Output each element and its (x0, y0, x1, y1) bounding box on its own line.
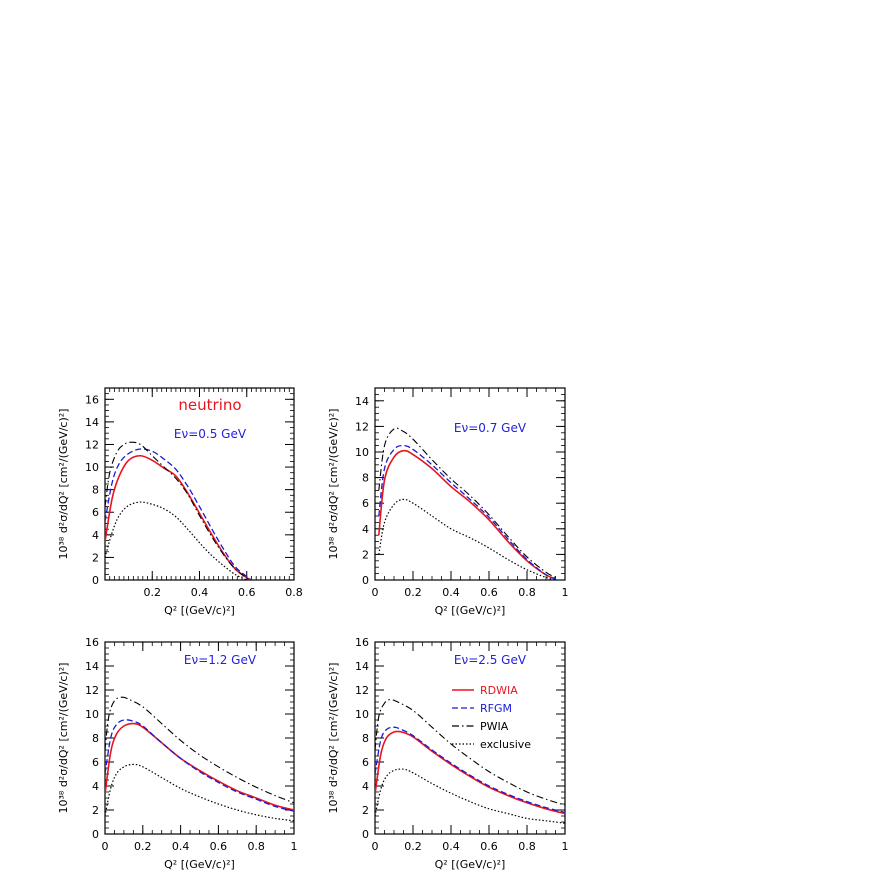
series-line-rdwia (375, 730, 565, 815)
y-axis-title: 10³⁸ d²σ/dQ² [cm²/(GeV/c)²] (327, 409, 340, 560)
y-tick-label: 12 (85, 438, 99, 451)
y-tick-label: 0 (92, 828, 99, 841)
x-tick-label: 0.8 (518, 586, 536, 599)
y-tick-label: 14 (355, 395, 369, 408)
x-axis-title: Q² [(GeV/c)²] (435, 858, 506, 871)
x-tick-label: 1 (291, 840, 298, 853)
series-line-rdwia (378, 449, 556, 580)
y-tick-label: 12 (355, 420, 369, 433)
y-tick-label: 16 (85, 393, 99, 406)
y-tick-label: 2 (92, 551, 99, 564)
series-line-rdwia (105, 454, 252, 580)
y-tick-label: 16 (355, 636, 369, 649)
y-tick-label: 10 (355, 708, 369, 721)
series-line-rdwia (105, 722, 294, 811)
y-tick-label: 2 (362, 804, 369, 817)
x-tick-label: 0.8 (247, 840, 265, 853)
legend-label-rdwia: RDWIA (480, 684, 518, 697)
series-line-rfgm (375, 726, 565, 814)
y-tick-label: 10 (85, 708, 99, 721)
y-tick-label: 16 (85, 636, 99, 649)
y-tick-label: 0 (362, 828, 369, 841)
x-axis-title: Q² [(GeV/c)²] (164, 604, 235, 617)
y-tick-label: 8 (362, 732, 369, 745)
series-line-exclusive (375, 768, 565, 824)
y-tick-label: 6 (92, 756, 99, 769)
x-axis-title: Q² [(GeV/c)²] (164, 858, 235, 871)
y-tick-label: 4 (362, 523, 369, 536)
legend: RDWIA RFGM PWIA exclusive (452, 684, 531, 751)
annotation-energy: Eν=0.7 GeV (454, 421, 527, 435)
annotation-energy: Eν=1.2 GeV (184, 653, 257, 667)
x-tick-label: 0.8 (518, 840, 536, 853)
x-tick-label: 1 (562, 586, 569, 599)
y-tick-label: 2 (362, 548, 369, 561)
y-tick-label: 6 (362, 756, 369, 769)
series-line-rfgm (105, 719, 294, 812)
x-tick-label: 0.2 (404, 840, 422, 853)
series-line-exclusive (105, 501, 248, 580)
y-axis-title: 10³⁸ d²σ/dQ² [cm²/(GeV/c)²] (57, 663, 70, 814)
x-tick-label: 0.4 (442, 840, 460, 853)
series-line-exclusive (105, 763, 294, 822)
series-line-pwia (105, 441, 252, 580)
y-tick-label: 8 (92, 732, 99, 745)
series-line-exclusive (378, 498, 556, 580)
x-tick-label: 0.2 (144, 586, 162, 599)
panel-top-left: 0.2 0.4 0.6 0.8 0 2 4 6 8 10 12 14 16 Q² [(GeV/c)²] 10… (57, 387, 303, 617)
x-tick-label: 0.8 (285, 586, 303, 599)
annotation-energy: Eν=0.5 GeV (174, 427, 247, 441)
x-tick-label: 0.2 (134, 840, 152, 853)
legend-label-rfgm: RFGM (480, 702, 512, 715)
x-tick-label: 0.6 (210, 840, 228, 853)
x-axis-title: Q² [(GeV/c)²] (435, 604, 506, 617)
series-line-rfgm (378, 444, 556, 580)
y-tick-label: 8 (362, 472, 369, 485)
series-line-pwia (105, 696, 294, 804)
x-tick-label: 0.4 (172, 840, 190, 853)
y-tick-label: 6 (92, 506, 99, 519)
series-line-pwia (378, 427, 556, 578)
series-line-pwia (375, 699, 565, 806)
y-tick-label: 8 (92, 484, 99, 497)
x-tick-label: 0.4 (442, 586, 460, 599)
y-tick-label: 2 (92, 804, 99, 817)
x-tick-label: 0.2 (404, 586, 422, 599)
plot-frame (104, 641, 295, 835)
x-tick-label: 0 (372, 840, 379, 853)
plot-frame (104, 387, 295, 581)
y-tick-label: 4 (92, 529, 99, 542)
y-tick-label: 12 (85, 684, 99, 697)
y-tick-label: 4 (362, 780, 369, 793)
y-tick-label: 0 (362, 574, 369, 587)
x-tick-label: 1 (562, 840, 569, 853)
series-line-rfgm (105, 448, 252, 580)
annotation-energy: Eν=2.5 GeV (454, 653, 527, 667)
y-tick-label: 14 (85, 416, 99, 429)
x-tick-label: 0 (102, 840, 109, 853)
legend-label-pwia: PWIA (480, 720, 509, 733)
y-axis-title: 10³⁸ d²σ/dQ² [cm²/(GeV/c)²] (57, 409, 70, 560)
y-tick-label: 12 (355, 684, 369, 697)
y-axis-title: 10³⁸ d²σ/dQ² [cm²/(GeV/c)²] (327, 663, 340, 814)
x-tick-label: 0.6 (480, 586, 498, 599)
y-tick-label: 10 (355, 446, 369, 459)
y-tick-label: 6 (362, 497, 369, 510)
plot-frame (374, 387, 566, 581)
y-tick-label: 14 (85, 660, 99, 673)
y-tick-label: 14 (355, 660, 369, 673)
x-tick-label: 0 (372, 586, 379, 599)
x-tick-label: 0.6 (238, 586, 256, 599)
legend-label-exclusive: exclusive (480, 738, 531, 751)
x-tick-label: 0.4 (191, 586, 209, 599)
y-tick-label: 4 (92, 780, 99, 793)
x-tick-label: 0.6 (480, 840, 498, 853)
y-tick-label: 10 (85, 461, 99, 474)
y-tick-label: 0 (92, 574, 99, 587)
annotation-neutrino: neutrino (178, 396, 241, 414)
